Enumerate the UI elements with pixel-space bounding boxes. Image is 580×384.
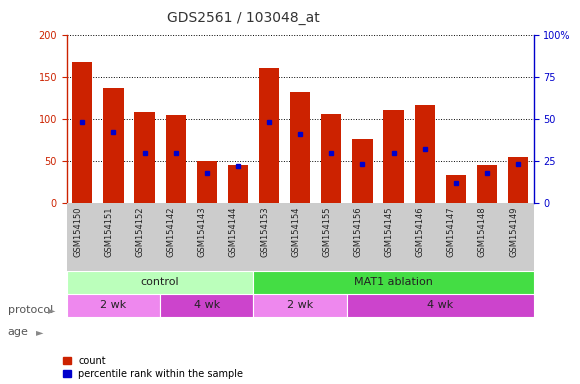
Text: GSM154149: GSM154149 (509, 207, 518, 257)
Text: GSM154147: GSM154147 (447, 207, 456, 257)
Text: GSM154151: GSM154151 (104, 207, 114, 257)
Text: ►: ► (48, 305, 55, 315)
Bar (352, 139, 372, 203)
Text: ►: ► (36, 327, 44, 337)
Bar (228, 166, 248, 203)
Text: GSM154143: GSM154143 (198, 207, 207, 257)
Text: GSM154156: GSM154156 (353, 207, 362, 257)
Text: protocol: protocol (8, 305, 53, 315)
Text: GDS2561 / 103048_at: GDS2561 / 103048_at (167, 11, 320, 25)
Text: control: control (141, 277, 179, 287)
Text: GSM154148: GSM154148 (478, 207, 487, 257)
Bar (253, 271, 534, 294)
Bar (347, 294, 534, 317)
Text: GSM154146: GSM154146 (416, 207, 425, 257)
Text: MAT1 ablation: MAT1 ablation (354, 277, 433, 287)
Bar (290, 92, 310, 203)
Bar (165, 115, 186, 203)
Text: 2 wk: 2 wk (287, 300, 313, 310)
Bar (135, 112, 155, 203)
Bar (197, 161, 217, 203)
Bar (259, 68, 279, 203)
Bar (72, 61, 92, 203)
Text: 4 wk: 4 wk (427, 300, 454, 310)
Bar (383, 111, 404, 203)
Text: GSM154144: GSM154144 (229, 207, 238, 257)
Bar (160, 294, 253, 317)
Text: GSM154150: GSM154150 (73, 207, 82, 257)
Bar (253, 294, 347, 317)
Text: age: age (8, 327, 28, 337)
Text: GSM154153: GSM154153 (260, 207, 269, 257)
Bar (445, 175, 466, 203)
Text: GSM154145: GSM154145 (385, 207, 393, 257)
Bar (103, 88, 124, 203)
Legend: count, percentile rank within the sample: count, percentile rank within the sample (63, 356, 244, 379)
Bar (415, 104, 435, 203)
Text: GSM154142: GSM154142 (166, 207, 176, 257)
Text: GSM154152: GSM154152 (136, 207, 144, 257)
Bar (321, 114, 342, 203)
Text: 4 wk: 4 wk (194, 300, 220, 310)
Text: GSM154155: GSM154155 (322, 207, 331, 257)
Bar (508, 157, 528, 203)
Bar (67, 271, 253, 294)
Bar (477, 166, 497, 203)
Text: GSM154154: GSM154154 (291, 207, 300, 257)
Bar (67, 294, 160, 317)
Text: 2 wk: 2 wk (100, 300, 126, 310)
